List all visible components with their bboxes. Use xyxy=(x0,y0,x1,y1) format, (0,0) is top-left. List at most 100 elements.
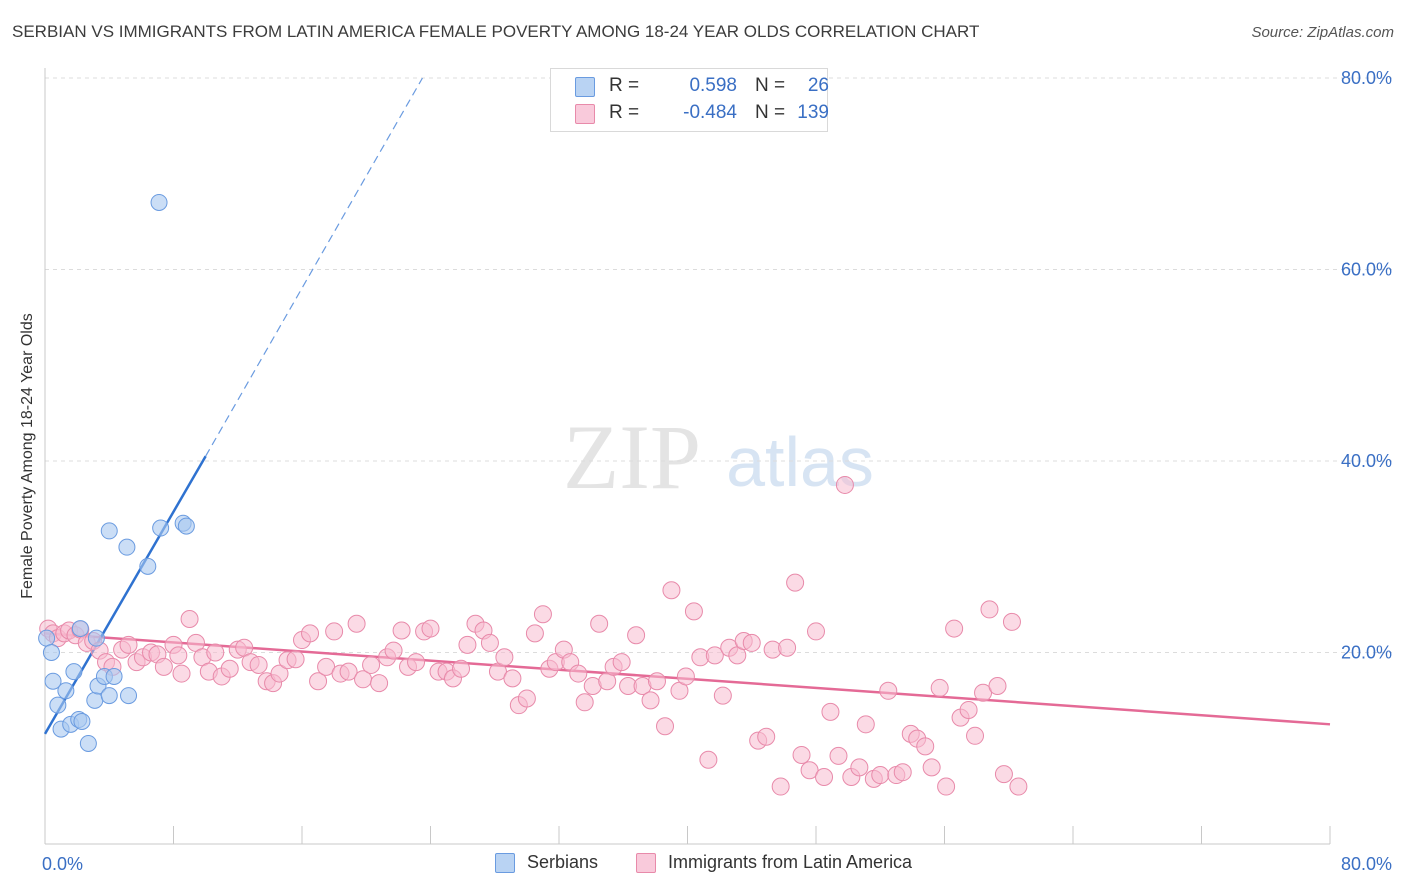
data-point-serbian xyxy=(73,712,91,730)
data-point-latin xyxy=(370,674,389,693)
data-point-latin xyxy=(458,635,477,654)
data-point-serbian xyxy=(42,644,60,661)
data-point-latin xyxy=(362,655,381,674)
data-point-latin xyxy=(742,633,761,652)
legend-n-label: N = xyxy=(755,75,786,96)
source-label: Source: ZipAtlas.com xyxy=(1251,24,1394,41)
data-point-serbian xyxy=(118,538,136,556)
legend-label-latin: Immigrants from Latin America xyxy=(668,852,913,872)
legend-swatch-latin xyxy=(575,104,595,124)
legend-swatch-latin xyxy=(636,853,656,873)
data-point-latin xyxy=(384,641,403,660)
data-point-latin xyxy=(930,678,949,697)
data-point-latin xyxy=(676,667,695,686)
data-point-latin xyxy=(1009,777,1028,796)
data-point-latin xyxy=(771,777,790,796)
stats-legend: R = 0.598 N = 26 R = -0.484 N = 139 xyxy=(550,68,829,132)
data-point-serbian xyxy=(87,629,105,647)
y-tick-label: 60.0% xyxy=(1341,260,1392,280)
data-point-latin xyxy=(172,664,191,683)
data-point-latin xyxy=(249,655,268,674)
data-point-latin xyxy=(980,600,999,619)
data-point-latin xyxy=(641,691,660,710)
data-point-latin xyxy=(966,726,985,745)
data-point-latin xyxy=(339,662,358,681)
data-point-latin xyxy=(421,619,440,638)
data-point-serbian xyxy=(57,682,75,700)
data-point-latin xyxy=(792,745,811,764)
data-point-latin xyxy=(206,643,225,662)
data-point-latin xyxy=(533,605,552,624)
data-point-latin xyxy=(286,650,305,669)
legend-swatch-serbians xyxy=(575,77,595,97)
data-point-latin xyxy=(662,581,681,600)
data-point-latin xyxy=(786,573,805,592)
data-point-latin xyxy=(835,475,854,494)
y-tick-label: 80.0% xyxy=(1341,68,1392,88)
data-point-latin xyxy=(778,638,797,657)
data-point-latin xyxy=(301,624,320,643)
data-point-latin xyxy=(994,765,1013,784)
x-tick-label: 0.0% xyxy=(42,854,83,874)
data-point-latin xyxy=(647,672,666,691)
y-tick-label: 20.0% xyxy=(1341,643,1392,663)
data-point-latin xyxy=(612,653,631,672)
data-point-serbian xyxy=(38,629,56,647)
data-point-latin xyxy=(871,766,890,785)
data-point-latin xyxy=(169,646,188,665)
data-point-latin xyxy=(988,677,1007,696)
data-point-latin xyxy=(815,767,834,786)
data-point-serbian xyxy=(120,687,138,705)
data-point-latin xyxy=(699,750,718,769)
data-point-serbian xyxy=(86,691,104,709)
data-point-latin xyxy=(503,669,522,688)
data-point-serbian xyxy=(139,557,157,575)
data-point-latin xyxy=(879,681,898,700)
data-point-latin xyxy=(922,758,941,777)
data-point-serbian xyxy=(177,517,195,535)
data-point-latin xyxy=(656,717,675,736)
data-point-latin xyxy=(821,702,840,721)
data-point-serbian xyxy=(71,620,89,638)
data-point-latin xyxy=(590,614,609,633)
data-point-serbian xyxy=(105,667,123,685)
data-point-latin xyxy=(937,777,956,796)
watermark-zip: ZIP xyxy=(563,406,701,508)
data-point-latin xyxy=(119,635,138,654)
data-point-latin xyxy=(180,609,199,628)
data-point-latin xyxy=(1002,612,1021,631)
legend-r-value: -0.484 xyxy=(683,102,737,123)
legend-r-label: R = xyxy=(609,75,640,96)
data-point-latin xyxy=(569,664,588,683)
legend-n-label: N = xyxy=(755,102,786,123)
legend-n-value: 26 xyxy=(807,75,829,96)
data-point-latin xyxy=(893,763,912,782)
data-point-latin xyxy=(959,700,978,719)
legend-r-value: 0.598 xyxy=(689,75,737,96)
data-point-latin xyxy=(347,614,366,633)
data-point-latin xyxy=(392,621,411,640)
data-point-latin xyxy=(517,689,536,708)
data-point-latin xyxy=(407,653,426,672)
data-point-serbian xyxy=(152,519,170,537)
legend-swatch-serbians xyxy=(495,853,515,873)
data-point-latin xyxy=(705,646,724,665)
data-point-latin xyxy=(270,664,289,683)
data-point-serbian xyxy=(65,663,83,681)
data-point-latin xyxy=(684,602,703,621)
data-point-latin xyxy=(856,715,875,734)
data-point-serbian xyxy=(100,522,118,540)
data-point-serbian xyxy=(100,687,118,705)
data-point-latin xyxy=(829,746,848,765)
data-point-serbian xyxy=(150,193,168,211)
data-point-latin xyxy=(757,727,776,746)
data-point-latin xyxy=(713,686,732,705)
data-point-latin xyxy=(325,622,344,641)
data-point-serbian xyxy=(44,672,62,690)
data-point-latin xyxy=(807,622,825,641)
data-point-latin xyxy=(309,672,328,691)
data-point-latin xyxy=(916,737,935,756)
data-point-latin xyxy=(154,657,173,676)
x-tick-label: 80.0% xyxy=(1341,854,1392,874)
